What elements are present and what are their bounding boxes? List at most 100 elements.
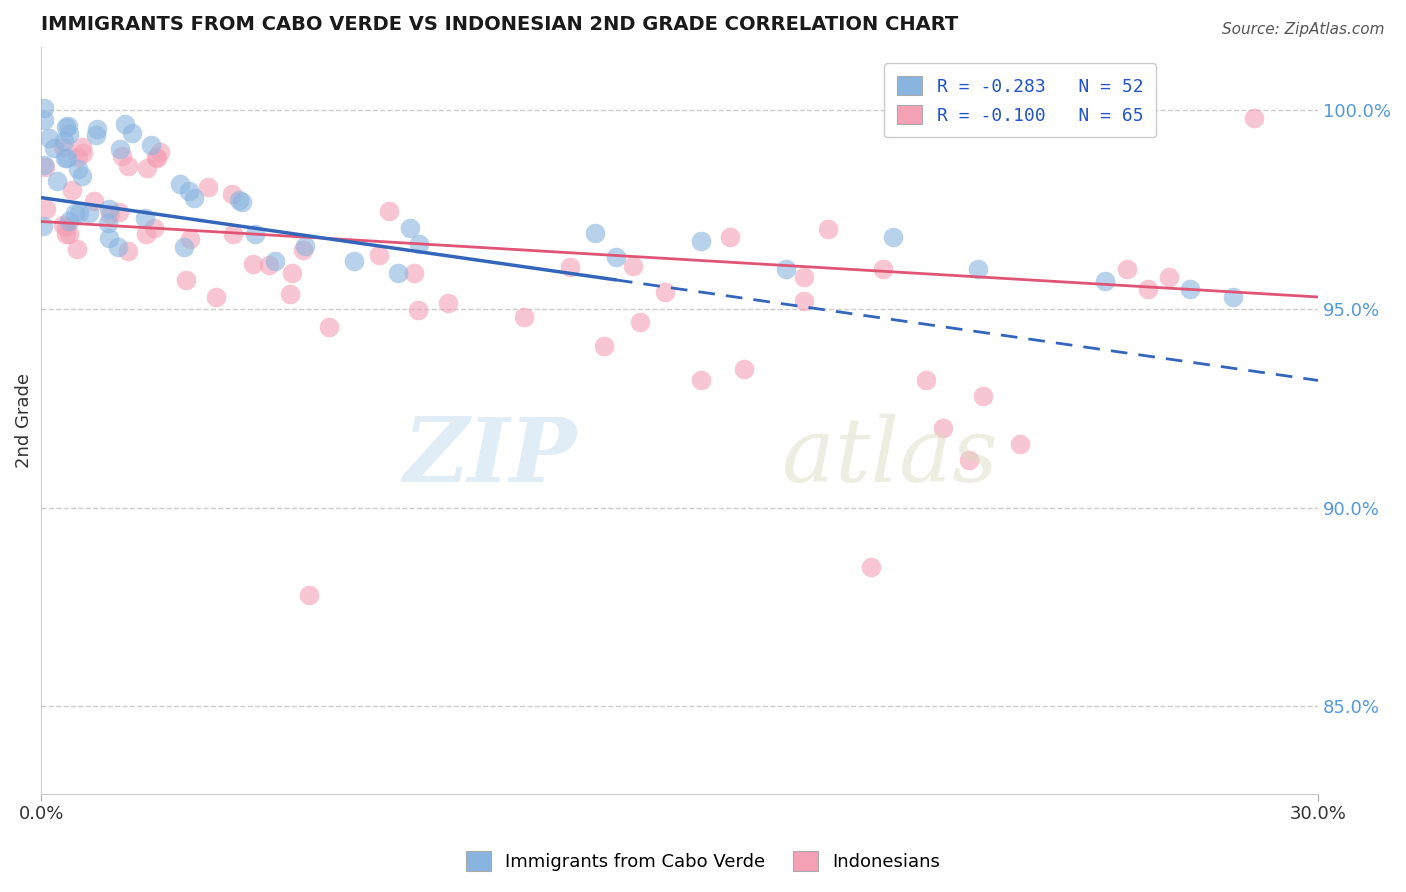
Text: IMMIGRANTS FROM CABO VERDE VS INDONESIAN 2ND GRADE CORRELATION CHART: IMMIGRANTS FROM CABO VERDE VS INDONESIAN… [41, 15, 959, 34]
Text: Source: ZipAtlas.com: Source: ZipAtlas.com [1222, 22, 1385, 37]
Point [718, 230, 741, 244]
Point [621, 259, 644, 273]
Point [108, 142, 131, 156]
Point [733, 361, 755, 376]
Point [245, 227, 267, 241]
Point [66, 243, 89, 257]
Point [149, 145, 172, 159]
Point [1115, 262, 1137, 277]
Point [197, 179, 219, 194]
Point [108, 205, 131, 219]
Point [264, 254, 287, 268]
Point [84, 128, 107, 142]
Point [55, 120, 77, 135]
Point [77, 206, 100, 220]
Point [1010, 437, 1032, 451]
Y-axis label: 2nd Grade: 2nd Grade [15, 373, 32, 467]
Point [114, 117, 136, 131]
Point [406, 302, 429, 317]
Point [291, 243, 314, 257]
Point [298, 588, 321, 602]
Point [111, 148, 134, 162]
Point [63, 206, 86, 220]
Point [135, 227, 157, 242]
Point [117, 244, 139, 258]
Point [654, 285, 676, 299]
Point [83, 194, 105, 208]
Point [136, 161, 159, 175]
Point [67, 206, 90, 220]
Point [32, 219, 55, 233]
Point [38, 131, 60, 145]
Point [915, 373, 938, 387]
Point [145, 150, 167, 164]
Point [97, 202, 120, 216]
Point [45, 174, 67, 188]
Point [605, 250, 627, 264]
Point [55, 151, 77, 165]
Point [793, 293, 815, 308]
Point [67, 161, 90, 176]
Point [183, 191, 205, 205]
Point [1159, 270, 1181, 285]
Point [58, 214, 80, 228]
Point [294, 239, 316, 253]
Text: ZIP: ZIP [404, 414, 578, 500]
Point [98, 207, 121, 221]
Point [228, 194, 250, 208]
Point [957, 453, 980, 467]
Point [179, 184, 201, 198]
Point [402, 266, 425, 280]
Point [55, 220, 77, 235]
Point [1243, 111, 1265, 125]
Point [204, 290, 226, 304]
Point [34, 160, 56, 174]
Point [60, 184, 83, 198]
Point [107, 240, 129, 254]
Point [399, 221, 422, 235]
Point [387, 266, 409, 280]
Legend: R = -0.283   N = 52, R = -0.100   N = 65: R = -0.283 N = 52, R = -0.100 N = 65 [884, 63, 1156, 137]
Point [1136, 282, 1159, 296]
Point [1180, 282, 1202, 296]
Point [817, 222, 839, 236]
Point [793, 270, 815, 285]
Point [882, 230, 904, 244]
Point [231, 195, 253, 210]
Point [67, 150, 90, 164]
Point [35, 202, 58, 216]
Point [775, 262, 797, 277]
Legend: Immigrants from Cabo Verde, Indonesians: Immigrants from Cabo Verde, Indonesians [458, 844, 948, 879]
Point [32, 101, 55, 115]
Point [242, 257, 264, 271]
Point [52, 140, 75, 154]
Point [690, 235, 713, 249]
Point [86, 122, 108, 136]
Point [70, 169, 93, 183]
Point [174, 273, 197, 287]
Point [342, 253, 364, 268]
Point [931, 421, 953, 435]
Point [32, 113, 55, 128]
Point [628, 315, 651, 329]
Point [1094, 274, 1116, 288]
Point [583, 227, 606, 241]
Point [72, 145, 94, 160]
Point [117, 159, 139, 173]
Point [593, 339, 616, 353]
Point [560, 260, 582, 275]
Point [173, 240, 195, 254]
Point [966, 262, 988, 277]
Point [58, 227, 80, 241]
Point [97, 216, 120, 230]
Point [134, 211, 156, 226]
Point [367, 248, 389, 262]
Point [278, 287, 301, 301]
Point [146, 151, 169, 165]
Point [51, 218, 73, 232]
Point [58, 127, 80, 141]
Point [169, 177, 191, 191]
Point [98, 231, 121, 245]
Point [53, 151, 76, 165]
Point [690, 373, 713, 387]
